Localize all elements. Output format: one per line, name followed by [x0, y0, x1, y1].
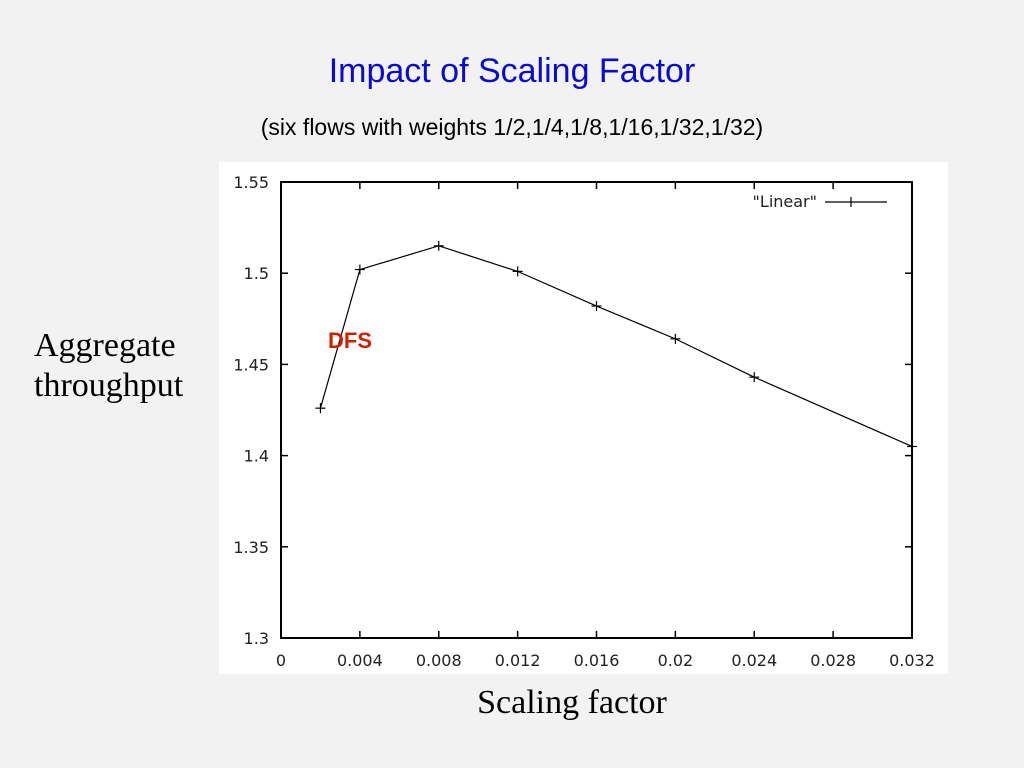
data-point — [315, 403, 326, 414]
legend-label: "Linear" — [753, 192, 817, 211]
x-tick-label: 0.008 — [416, 651, 462, 670]
x-axis-title: Scaling factor — [477, 684, 667, 721]
x-tick-label: 0.02 — [658, 651, 694, 670]
y-tick-label: 1.35 — [233, 538, 269, 557]
y-axis-title-line2: throughput — [34, 367, 184, 404]
series-line — [319, 245, 913, 448]
y-tick-label: 1.5 — [244, 264, 269, 283]
slide-title: Impact of Scaling Factor — [328, 52, 696, 90]
x-tick-label: 0.028 — [810, 651, 856, 670]
y-tick-label: 1.55 — [233, 173, 269, 192]
plot-frame — [280, 181, 913, 639]
x-tick-label: 0.004 — [337, 651, 383, 670]
plot-area: 0 0.004 0.008 0.012 0.016 0.02 0.024 0.028 0.032… — [219, 162, 948, 674]
data-point — [749, 372, 760, 383]
y-axis-title-line1: Aggregate — [34, 327, 176, 364]
data-point — [907, 441, 917, 452]
data-point — [354, 264, 365, 275]
data-point — [591, 301, 602, 312]
x-tick-label: 0.016 — [574, 651, 620, 670]
x-tick-label: 0.012 — [495, 651, 541, 670]
line-chart: 0 0.004 0.008 0.012 0.016 0.02 0.024 0.028 0.032… — [233, 173, 935, 670]
data-point — [670, 333, 681, 344]
slide-subtitle: (six flows with weights 1/2,1/4,1/8,1/16… — [260, 114, 764, 140]
annotation-label: DFS — [328, 328, 372, 353]
y-tick-label: 1.3 — [244, 629, 269, 648]
y-tick-label: 1.45 — [233, 355, 269, 374]
y-tick-label: 1.4 — [244, 447, 269, 466]
x-tick-label: 0.024 — [731, 651, 777, 670]
y-axis-title: Aggregate throughput — [34, 326, 224, 406]
data-point — [433, 240, 444, 251]
data-point — [512, 266, 523, 277]
x-tick-label: 0.032 — [889, 651, 935, 670]
x-tick-label: 0 — [276, 651, 286, 670]
